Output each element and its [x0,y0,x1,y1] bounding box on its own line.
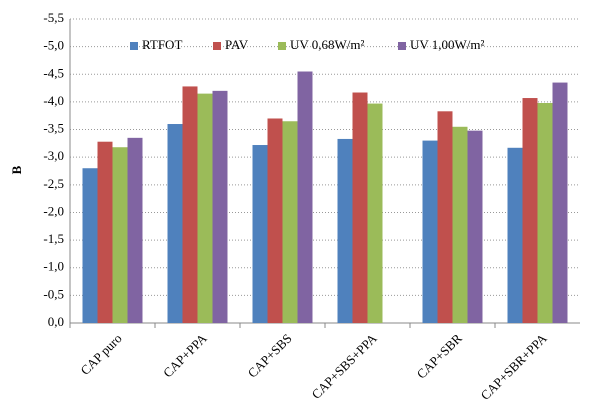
bar [167,124,183,323]
bar [522,98,538,323]
bar [537,103,553,323]
y-tick-label: -0,5 [43,286,64,301]
bar [282,121,298,323]
y-tick-label: -4,0 [43,93,64,108]
legend-swatch [398,42,406,50]
y-tick-label: -1,5 [43,231,64,246]
legend-label: RTFOT [142,37,182,52]
bar [82,168,98,323]
bar [552,82,568,324]
bar [352,92,368,323]
y-tick-label: -2,0 [43,203,64,218]
y-tick-label: -3,5 [43,121,64,136]
x-tick-label: CAP+SBR+PPA [477,330,550,403]
bar [112,147,128,323]
bar [212,90,228,323]
y-tick-label: -5,5 [43,10,64,25]
legend-swatch [213,42,221,50]
bar [467,130,483,323]
y-tick-label: -4,5 [43,65,64,80]
y-tick-label: 0,0 [48,314,64,329]
bar [197,93,213,323]
y-tick-label: -5,0 [43,38,64,53]
bar [267,118,283,323]
y-axis-label: B [9,165,24,174]
legend-label: UV 0,68W/m² [290,37,365,52]
bar [422,140,438,323]
bar [182,86,198,323]
bar [337,138,353,323]
y-tick-label: -3,0 [43,148,64,163]
x-tick-label: CAP+SBR [414,330,465,381]
legend-swatch [130,42,138,50]
legend-label: PAV [225,37,249,52]
bar [507,147,523,323]
legend-label: UV 1,00W/m² [410,37,485,52]
bar [452,126,468,323]
legend-swatch [278,42,286,50]
x-tick-label: CAP+PPA [160,330,210,380]
y-tick-label: -1,0 [43,259,64,274]
bar [252,145,268,323]
x-tick-label: CAP+SBS [245,331,295,381]
bar [97,141,113,323]
x-tick-label: CAP+SBS+PPA [308,330,380,402]
bar [367,103,383,323]
bar [297,71,313,323]
y-tick-label: -2,5 [43,176,64,191]
bar [437,111,453,324]
x-tick-label: CAP puro [77,331,124,378]
bar [127,137,143,323]
